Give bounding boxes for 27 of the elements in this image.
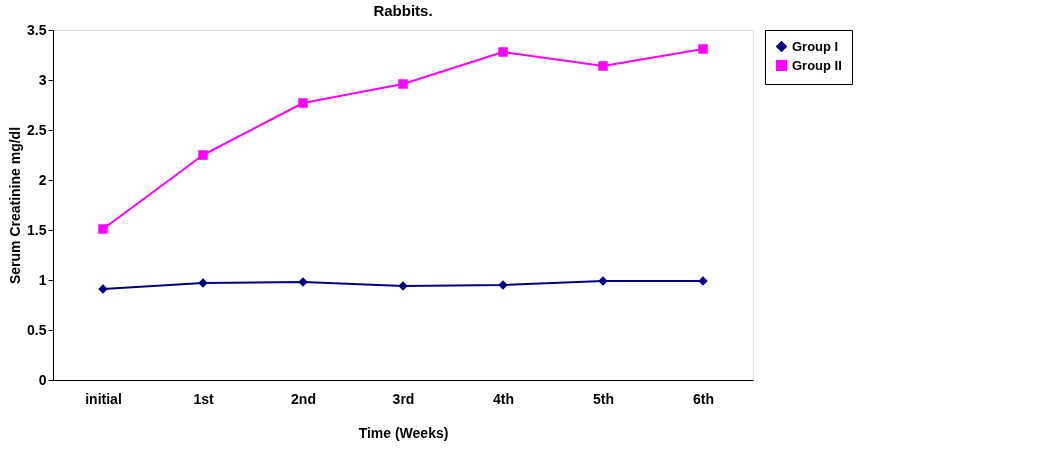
point <box>598 61 608 71</box>
y-tick-label: 0 <box>38 371 47 388</box>
x-tick-label: 1st <box>193 390 214 407</box>
y-tick-label: 2 <box>38 171 47 188</box>
point <box>298 98 308 108</box>
point <box>98 224 108 234</box>
y-tick-label: 2.5 <box>27 121 47 138</box>
x-tick-label: 3rd <box>392 390 415 407</box>
point <box>198 150 208 160</box>
chart-title: Rabbits. <box>373 2 433 19</box>
x-axis-title: Time (Weeks) <box>358 424 449 441</box>
y-tick-label: 3 <box>38 71 47 88</box>
y-axis-title: Serum Creatinine mg/dl <box>7 126 24 285</box>
legend-label: Group I <box>792 38 839 54</box>
x-tick-label: 5th <box>593 390 614 407</box>
y-tick-label: 1.5 <box>27 221 47 238</box>
x-tick-label: 4th <box>493 390 514 407</box>
point <box>498 47 508 57</box>
x-tick-label: 2nd <box>291 390 316 407</box>
y-tick-label: 0.5 <box>27 321 47 338</box>
point <box>398 79 408 89</box>
x-tick-label: 6th <box>693 390 714 407</box>
legend-label: Group II <box>792 57 842 73</box>
y-tick-label: 3.5 <box>27 21 47 38</box>
y-tick-label: 1 <box>38 271 47 288</box>
point <box>698 44 708 54</box>
x-tick-label: initial <box>85 390 122 407</box>
